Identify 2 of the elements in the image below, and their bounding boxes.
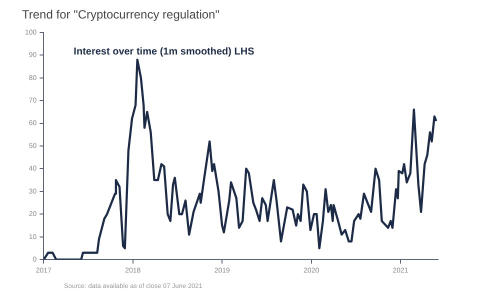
chart-title: Trend for "Cryptocurrency regulation" [22,8,220,22]
text: Interest over time (1m smoothed) LHS [74,46,255,58]
